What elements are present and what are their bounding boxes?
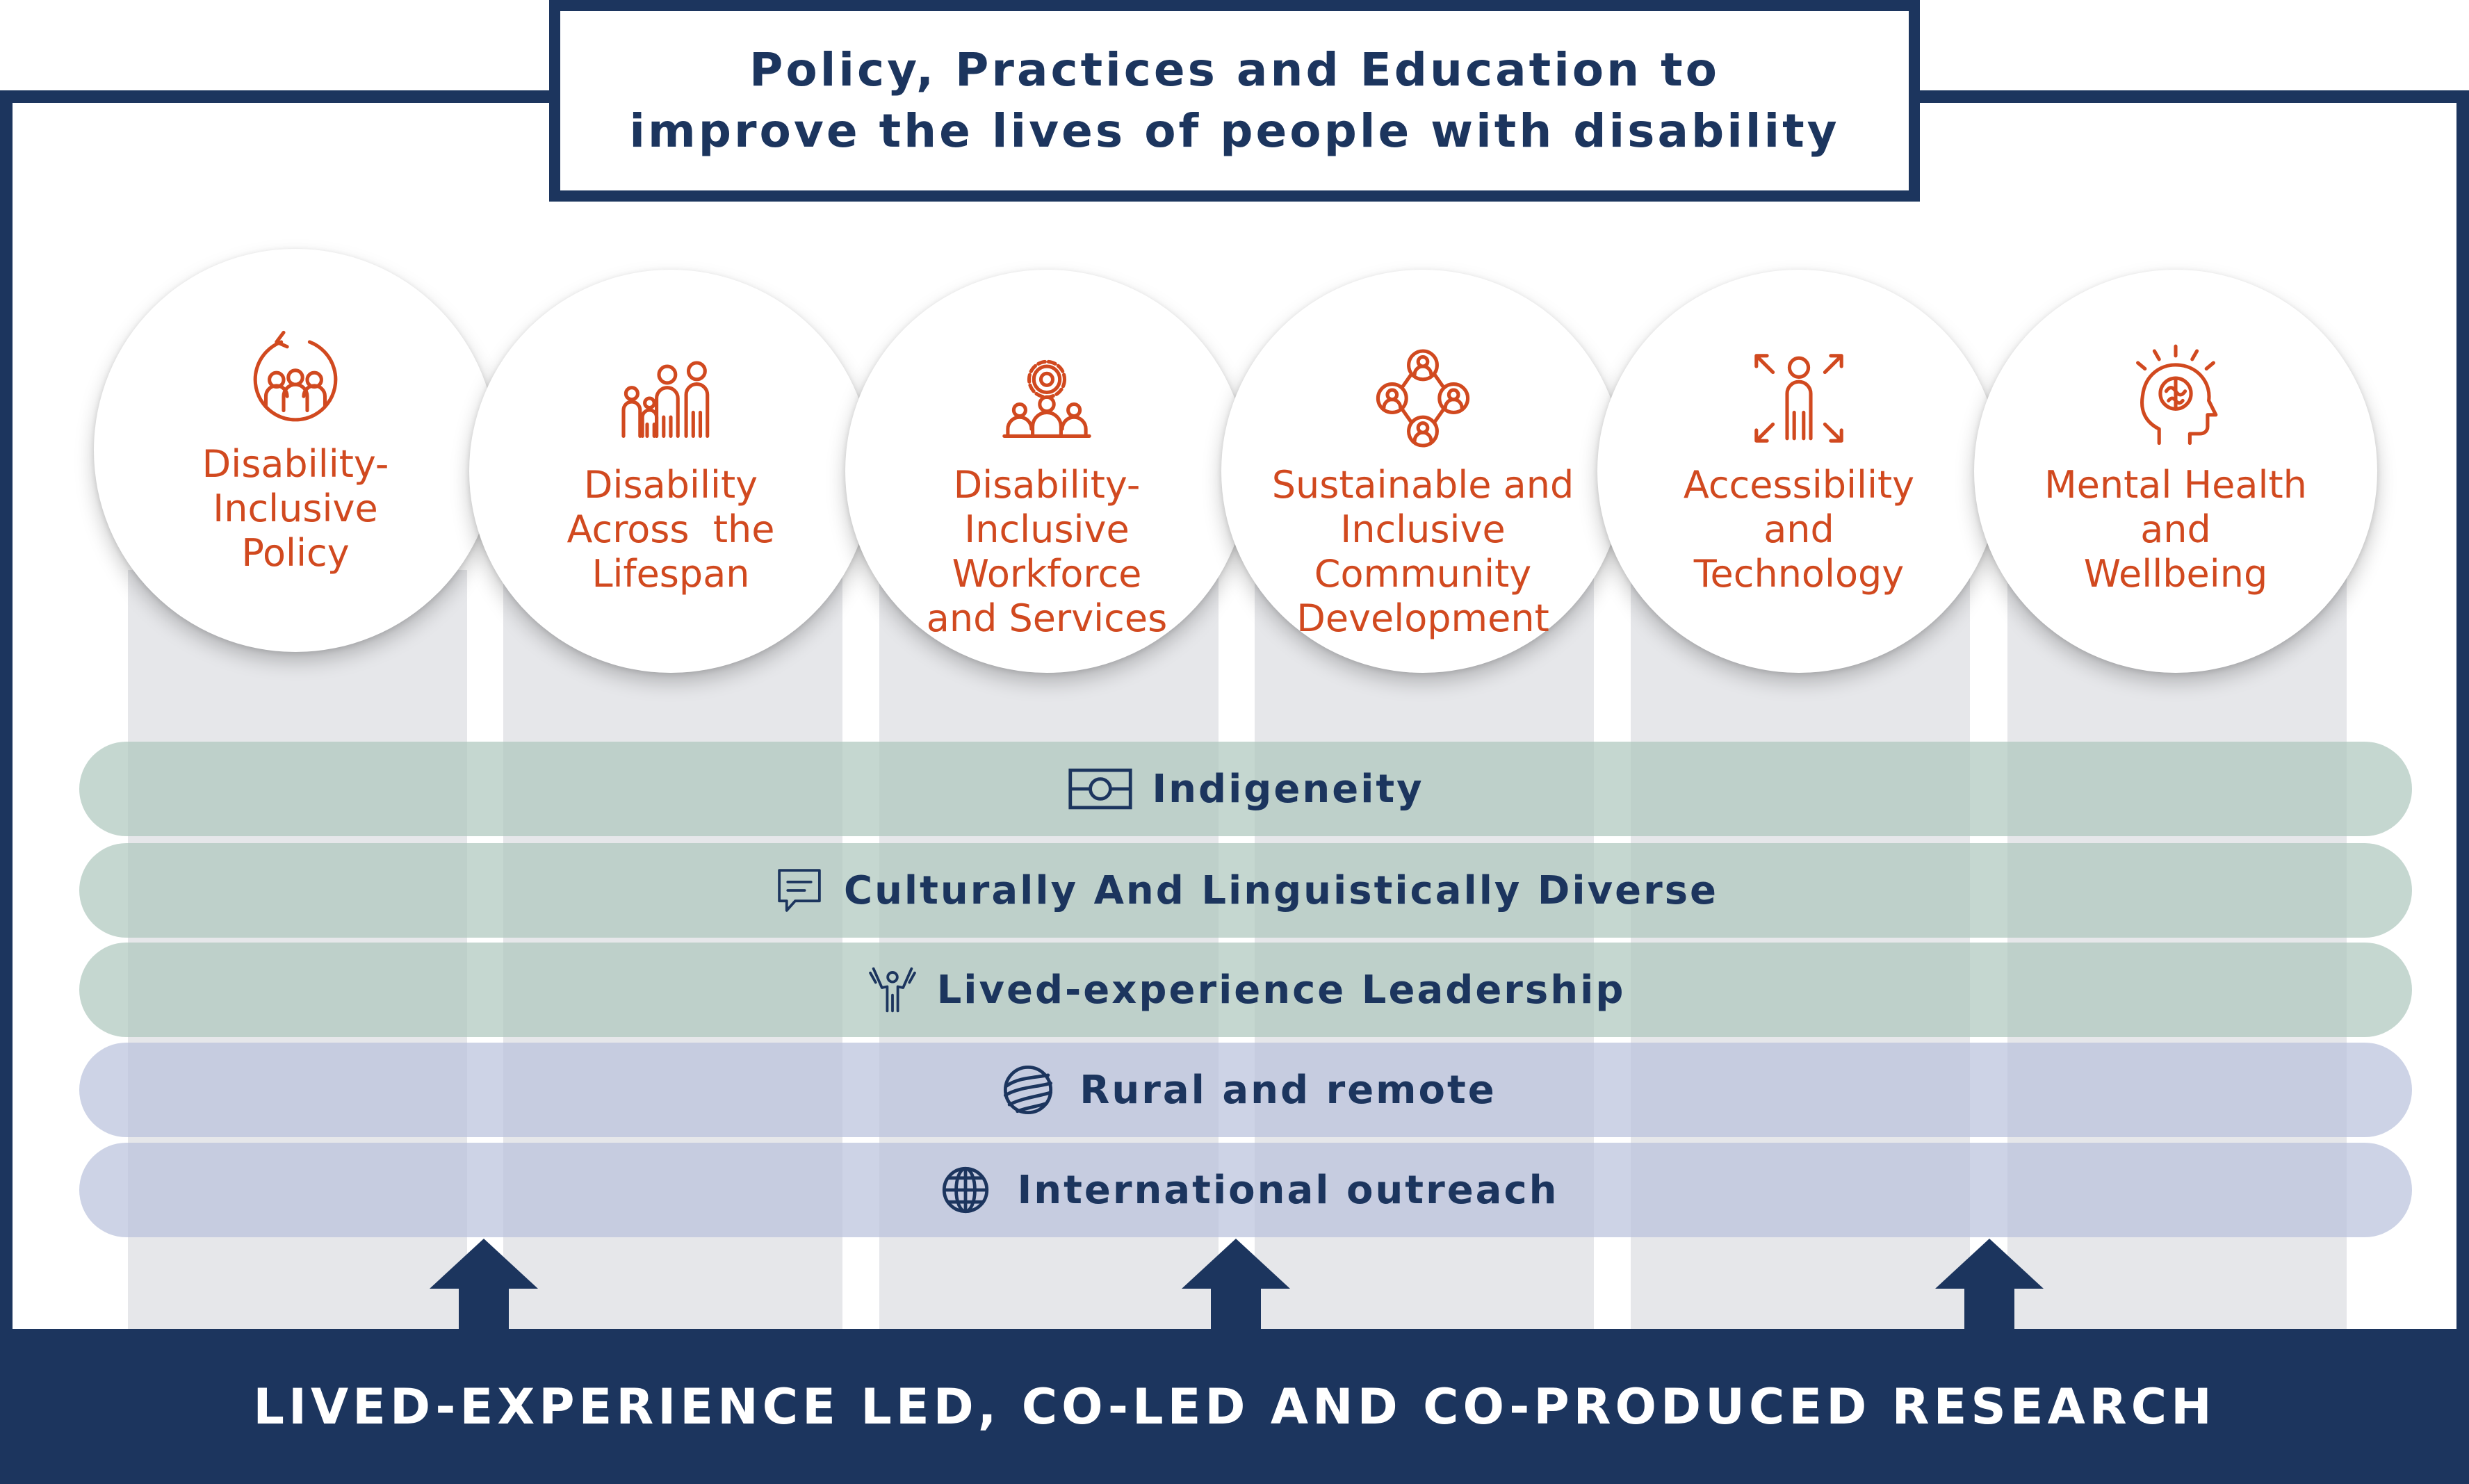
theme-label: Sustainable and Inclusive Community Deve… — [1271, 463, 1574, 640]
footer-text: LIVED-EXPERIENCE LED, CO-LED AND CO-PROD… — [253, 1378, 2216, 1435]
title-box: Policy, Practices and Education to impro… — [549, 0, 1920, 202]
flag-icon — [1068, 768, 1132, 810]
band-cald: Culturally And Linguistically Diverse — [79, 843, 2412, 938]
family-icon — [621, 361, 710, 438]
theme-circle-accessibility: Accessibility and Technology — [1597, 270, 2001, 673]
footer-banner: LIVED-EXPERIENCE LED, CO-LED AND CO-PROD… — [0, 1329, 2469, 1484]
people-cycle-icon — [253, 330, 338, 422]
theme-circle-workforce: Disability-Inclusive Workforce and Servi… — [845, 270, 1248, 673]
up-arrow-icon — [1182, 1239, 1290, 1336]
theme-circle-policy: Disability-Inclusive Policy — [94, 249, 497, 652]
globe-icon — [943, 1166, 989, 1214]
theme-label: Disability-Inclusive Workforce and Servi… — [926, 463, 1168, 640]
theme-label: Mental Health and Wellbeing — [2044, 463, 2307, 596]
theme-label: Disability-Inclusive Policy — [202, 442, 389, 575]
page-title: Policy, Practices and Education to impro… — [629, 40, 1839, 162]
theme-circle-community: Sustainable and Inclusive Community Deve… — [1221, 270, 1624, 673]
team-gear-icon — [1002, 359, 1091, 438]
band-indigeneity: Indigeneity — [79, 742, 2412, 836]
theme-label: Disability Across the Lifespan — [567, 463, 775, 596]
band-label: Culturally And Linguistically Diverse — [843, 867, 1719, 913]
up-arrow-icon — [430, 1239, 538, 1336]
theme-circle-lifespan: Disability Across the Lifespan — [469, 270, 872, 673]
rural-hills-icon — [1004, 1065, 1053, 1115]
title-line-2: improve the lives of people with disabil… — [629, 104, 1840, 158]
band-rural-remote: Rural and remote — [79, 1043, 2412, 1137]
person-expand-icon — [1754, 354, 1843, 443]
band-label: International outreach — [1017, 1167, 1559, 1213]
theme-circle-mental-health: Mental Health and Wellbeing — [1974, 270, 2377, 673]
band-label: Lived-experience Leadership — [936, 967, 1626, 1013]
band-international: International outreach — [79, 1143, 2412, 1237]
up-arrow-icon — [1935, 1239, 2044, 1336]
title-line-1: Policy, Practices and Education to — [749, 43, 1720, 97]
band-label: Indigeneity — [1152, 766, 1424, 812]
raised-hands-person-icon — [868, 967, 916, 1013]
head-brain-icon — [2136, 344, 2218, 446]
community-network-icon — [1376, 349, 1470, 448]
band-lived-experience: Lived-experience Leadership — [79, 943, 2412, 1037]
speech-bubble-icon — [778, 869, 821, 912]
band-label: Rural and remote — [1079, 1067, 1497, 1113]
theme-label: Accessibility and Technology — [1683, 463, 1915, 596]
